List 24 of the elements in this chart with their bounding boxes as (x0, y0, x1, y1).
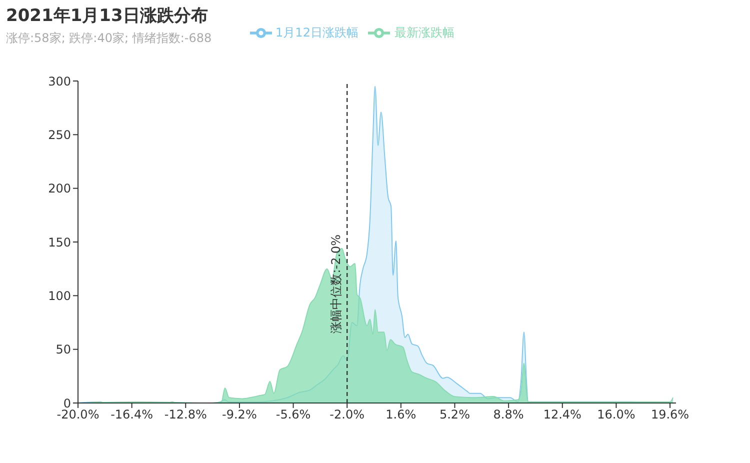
y-tick-label: 0 (63, 396, 71, 410)
x-tick-label: 16.0% (597, 408, 636, 422)
x-tick-label: 5.2% (439, 408, 470, 422)
x-tick-label: 19.6% (650, 408, 690, 422)
y-tick-label: 100 (48, 288, 71, 303)
x-tick-label: -20.0% (56, 408, 100, 422)
y-tick-label: 150 (48, 235, 71, 250)
legend-label: 1月12日涨跌幅 (276, 25, 358, 40)
x-tick-label: 8.8% (493, 408, 524, 422)
x-tick-label: -16.4% (110, 408, 154, 422)
y-tick-label: 250 (48, 128, 71, 142)
y-tick-label: 300 (48, 74, 71, 88)
y-tick-label: 50 (56, 342, 71, 357)
x-tick-label: -2.0% (330, 408, 365, 422)
ref-line-label: 涨幅中位数:-2.0% (329, 234, 344, 334)
x-tick-label: 12.4% (543, 408, 582, 422)
x-tick-label: -5.6% (276, 408, 311, 422)
x-tick-label: -12.8% (164, 408, 207, 422)
legend-label: 最新涨跌幅 (394, 25, 454, 40)
x-tick-label: 1.6% (386, 408, 416, 422)
x-tick-label: -9.2% (222, 408, 257, 422)
chart-subtitle: 涨停:58家; 跌停:40家; 情绪指数:-688 (6, 30, 212, 47)
y-tick-label: 200 (48, 182, 71, 196)
chart-title: 2021年1月13日涨跌分布 (6, 5, 208, 27)
